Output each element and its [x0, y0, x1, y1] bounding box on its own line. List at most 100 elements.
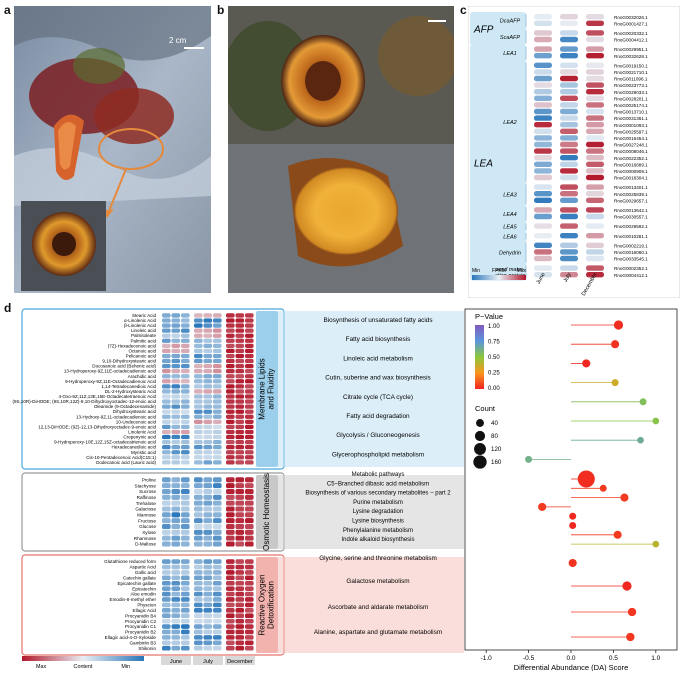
metabolite-cell	[245, 409, 254, 414]
heat-cell	[534, 82, 552, 88]
metabolite-cell	[226, 434, 235, 440]
pathway-name-label: Biosynthesis of various secondary metabo…	[305, 491, 451, 497]
metabolite-cell	[245, 343, 254, 348]
metabolite-cell	[245, 559, 254, 564]
subfamily-label: DcaAFP	[500, 19, 521, 25]
x-tick-label: 0.5	[609, 655, 618, 662]
heat-cell	[560, 128, 578, 134]
metabolite-cell	[181, 483, 190, 489]
heat-cell	[586, 265, 604, 271]
heat-cell	[586, 242, 604, 248]
x-tick-label: 1.0	[651, 655, 660, 662]
metabolite-cell	[245, 635, 254, 640]
metabolite-cell	[203, 389, 213, 394]
section-label-osmotic: Osmotic Homeostasis	[262, 473, 271, 551]
heat-cell	[534, 207, 552, 213]
metabolite-cell	[245, 608, 254, 613]
metabolite-label: Glutathione reduced form	[104, 559, 156, 564]
metabolite-cell	[181, 602, 190, 608]
gene-id-label: RnoG0025597.1	[614, 129, 648, 134]
metabolite-cell	[181, 541, 190, 547]
metabolite-cell	[181, 414, 190, 419]
heat-cell	[586, 95, 604, 101]
metabolite-cell	[194, 313, 203, 318]
metabolite-label: Linoleic acid	[131, 328, 156, 333]
section-label-membrane: and Fluidity	[267, 369, 276, 410]
metabolite-cell	[162, 541, 171, 547]
metabolite-cell	[235, 358, 245, 364]
metabolite-cell	[194, 618, 203, 624]
metabolite-cell	[194, 635, 203, 640]
metabolite-cell	[171, 348, 181, 354]
heat-cell	[560, 148, 578, 154]
metabolite-label: 13-Hydroxy-9Z,11-octadecadienoic acid	[76, 414, 157, 419]
heat-cell	[560, 168, 578, 174]
pathway-name-label: Phenylalanine metabolism	[343, 528, 413, 534]
heat-cell	[586, 75, 604, 82]
month-tab	[225, 656, 255, 665]
metabolite-cell	[162, 353, 171, 359]
metabolite-cell	[162, 439, 171, 445]
metabolite-cell	[203, 564, 213, 570]
heat-cell	[560, 89, 578, 95]
metabolite-cell	[203, 399, 213, 404]
metabolite-cell	[162, 506, 171, 512]
metabolite-label: Raffinose	[137, 495, 157, 500]
metabolite-cell	[194, 328, 203, 333]
metabolite-cell	[181, 363, 190, 369]
metabolite-cell	[181, 580, 190, 586]
metabolite-cell	[194, 580, 203, 586]
heat-cell	[586, 184, 604, 190]
metabolite-label: Physcion	[137, 603, 156, 608]
heat-cell	[560, 155, 578, 161]
metabolite-label: β-Linolenic Acid	[124, 323, 156, 328]
lollipop-point	[613, 320, 624, 330]
metabolite-cell	[162, 394, 171, 399]
metabolite-cell	[203, 328, 213, 333]
metabolite-cell	[162, 363, 171, 369]
metabolite-cell	[226, 394, 235, 399]
metabolite-cell	[171, 434, 181, 440]
metabolite-cell	[171, 394, 181, 399]
metabolite-cell	[213, 624, 222, 629]
metabolite-cell	[226, 409, 235, 414]
heat-cell	[560, 233, 578, 239]
gene-id-label: RnoG0029033.1	[614, 90, 648, 95]
metabolite-cell	[245, 348, 254, 354]
metabolite-cell	[213, 518, 222, 524]
metabolite-cell	[203, 419, 213, 424]
subfamily-label: Dehydrin	[499, 251, 521, 257]
metabolite-cell	[194, 477, 203, 483]
heat-cell	[560, 62, 578, 68]
metabolite-cell	[235, 570, 245, 575]
metabolite-cell	[245, 529, 254, 535]
metabolite-cell	[162, 488, 171, 494]
metabolite-cell	[235, 333, 245, 338]
heat-cell	[560, 135, 578, 141]
pathway-name-label: Glycolysis / Gluconeogenesis	[336, 432, 419, 439]
subfamily-label: LEA1	[503, 51, 516, 57]
gene-id-label: RnoG0001427.1	[614, 21, 648, 26]
section-tab-membrane	[256, 311, 278, 467]
metabolite-cell	[245, 518, 254, 524]
metabolite-cell	[226, 460, 235, 465]
metabolite-cell	[235, 529, 245, 535]
metabolite-cell	[171, 353, 181, 359]
metabolite-cell	[235, 523, 245, 529]
photo-plant-in-snow: 2 cm	[14, 6, 211, 293]
metabolite-cell	[171, 338, 181, 343]
metabolite-cell	[194, 500, 203, 506]
gene-id-label: RnoG0029657.1	[614, 198, 648, 203]
heat-cell	[560, 36, 578, 43]
metabolite-cell	[171, 399, 181, 404]
gene-id-label: RnoG0010281.1	[614, 234, 648, 239]
metabolite-cell	[226, 629, 235, 635]
metabolite-cell	[226, 518, 235, 524]
metabolite-cell	[245, 445, 254, 450]
metabolite-cell	[226, 640, 235, 646]
metabolite-cell	[171, 541, 181, 547]
metabolite-cell	[194, 523, 203, 529]
metabolite-cell	[226, 429, 235, 435]
heat-cell	[534, 155, 552, 161]
lollipop-point	[613, 530, 622, 539]
